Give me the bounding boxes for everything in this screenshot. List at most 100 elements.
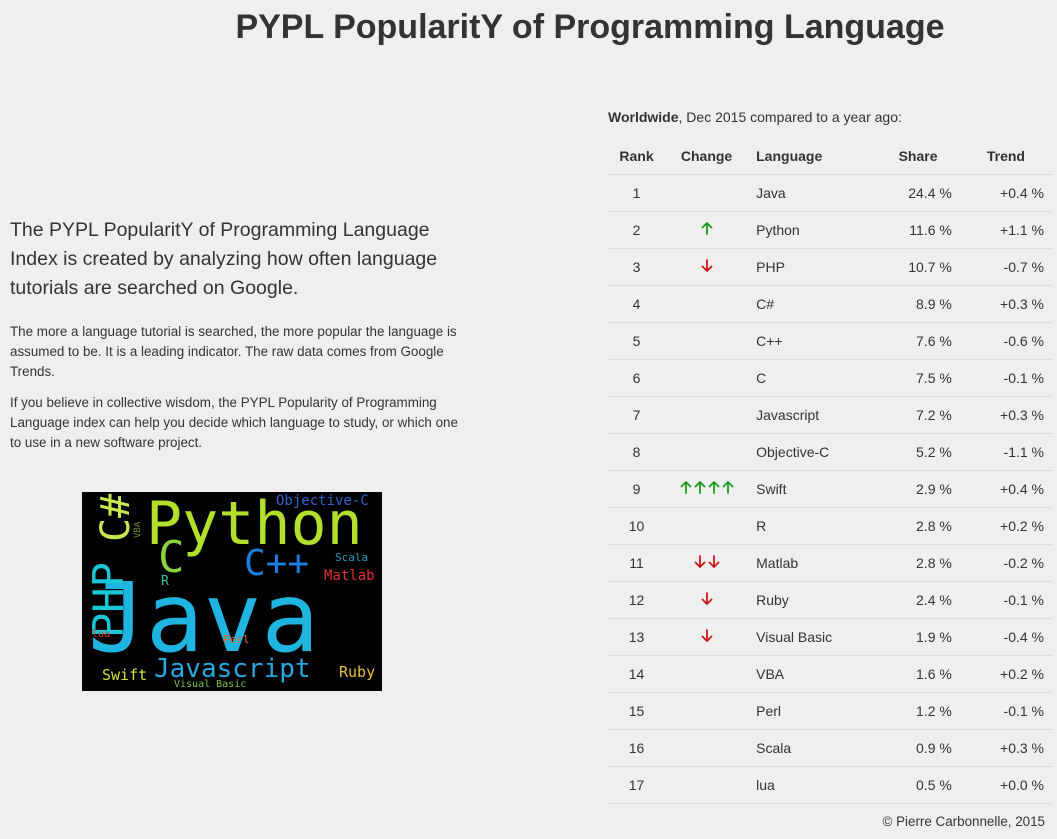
- change-cell: [665, 174, 748, 212]
- word-cloud-word: C#: [93, 493, 139, 542]
- header-change: Change: [665, 138, 748, 175]
- rank-cell: 3: [607, 248, 666, 286]
- word-cloud-word: C: [158, 532, 185, 583]
- change-cell: [665, 285, 748, 323]
- share-cell: 0.9 %: [860, 729, 952, 767]
- language-cell: Javascript: [747, 396, 861, 434]
- share-cell: 2.9 %: [860, 470, 952, 508]
- footer-copyright: © Pierre Carbonnelle, 2015: [882, 814, 1045, 829]
- table-row: 5 C++ 7.6 % -0.6 %: [607, 322, 1053, 360]
- table-row: 17 lua 0.5 % +0.0 %: [607, 766, 1053, 804]
- table-row: 3 PHP 10.7 % -0.7 %: [607, 248, 1053, 286]
- language-cell: Ruby: [747, 581, 861, 619]
- share-cell: 11.6 %: [860, 211, 952, 249]
- arrow-up-icon: [701, 222, 713, 235]
- rank-cell: 6: [607, 359, 666, 397]
- arrow-down-icon: [701, 629, 713, 642]
- language-cell: PHP: [747, 248, 861, 286]
- ranking-table-body: 1 Java 24.4 % +0.4 % 2 Python 11.6 % +1.1 % 3 PHP…: [607, 174, 1053, 804]
- change-cell: [665, 655, 748, 693]
- change-cell: [665, 322, 748, 360]
- language-cell: R: [747, 507, 861, 545]
- change-cell: [665, 359, 748, 397]
- arrow-down-icon: [708, 555, 720, 568]
- change-cell: [665, 396, 748, 434]
- word-cloud-word: Scala: [335, 551, 369, 564]
- table-row: 6 C 7.5 % -0.1 %: [607, 359, 1053, 397]
- share-cell: 5.2 %: [860, 433, 952, 471]
- table-row: 9 Swift 2.9 % +0.4 %: [607, 470, 1053, 508]
- word-cloud-word: C++: [244, 543, 310, 584]
- trend-cell: -0.7 %: [951, 248, 1053, 286]
- change-cell: [665, 766, 748, 804]
- share-cell: 8.9 %: [860, 285, 952, 323]
- trend-cell: -0.1 %: [951, 581, 1053, 619]
- word-cloud-word: Swift: [102, 666, 148, 684]
- share-cell: 24.4 %: [860, 174, 952, 212]
- trend-cell: +1.1 %: [951, 211, 1053, 249]
- intro-lead: The PYPL PopularitY of Programming Langu…: [10, 219, 438, 299]
- word-cloud-word: Visual Basic: [174, 679, 247, 690]
- rank-cell: 7: [607, 396, 666, 434]
- word-cloud-word: Ruby: [339, 663, 376, 681]
- word-cloud-word: Matlab: [324, 568, 375, 584]
- share-cell: 0.5 %: [860, 766, 952, 804]
- language-cell: Python: [747, 211, 861, 249]
- rank-cell: 9: [607, 470, 666, 508]
- rank-cell: 10: [607, 507, 666, 545]
- header-trend: Trend: [951, 138, 1053, 175]
- word-cloud-word: Python: [146, 492, 363, 559]
- change-cell: [665, 470, 748, 508]
- language-cell: C#: [747, 285, 861, 323]
- language-cell: lua: [747, 766, 861, 804]
- word-cloud-word: lua: [92, 629, 111, 640]
- arrow-up-icon: [722, 481, 734, 494]
- rank-cell: 4: [607, 285, 666, 323]
- intro-paragraph-1: The more a language tutorial is searched…: [10, 324, 457, 379]
- intro-paragraph-2: If you believe in collective wisdom, the…: [10, 395, 458, 450]
- trend-cell: -0.2 %: [951, 544, 1053, 582]
- word-cloud-word: PHP: [84, 562, 133, 638]
- arrow-down-icon: [701, 259, 713, 272]
- trend-cell: -0.6 %: [951, 322, 1053, 360]
- language-cell: C++: [747, 322, 861, 360]
- table-row: 2 Python 11.6 % +1.1 %: [607, 211, 1053, 249]
- language-cell: Swift: [747, 470, 861, 508]
- rank-cell: 14: [607, 655, 666, 693]
- change-cell: [665, 581, 748, 619]
- trend-cell: -0.1 %: [951, 359, 1053, 397]
- trend-cell: +0.3 %: [951, 285, 1053, 323]
- trend-cell: +0.2 %: [951, 655, 1053, 693]
- rank-cell: 16: [607, 729, 666, 767]
- table-row: 1 Java 24.4 % +0.4 %: [607, 174, 1053, 212]
- rank-cell: 12: [607, 581, 666, 619]
- trend-cell: +0.4 %: [951, 174, 1053, 212]
- table-row: 16 Scala 0.9 % +0.3 %: [607, 729, 1053, 767]
- share-cell: 10.7 %: [860, 248, 952, 286]
- language-cell: Matlab: [747, 544, 861, 582]
- header-share: Share: [860, 138, 952, 175]
- share-cell: 2.8 %: [860, 507, 952, 545]
- trend-cell: +0.3 %: [951, 396, 1053, 434]
- share-cell: 7.2 %: [860, 396, 952, 434]
- word-cloud-word: Java: [88, 562, 320, 674]
- share-cell: 1.6 %: [860, 655, 952, 693]
- word-cloud-word: Perl: [223, 633, 250, 646]
- share-cell: 2.4 %: [860, 581, 952, 619]
- change-cell: [665, 729, 748, 767]
- rank-cell: 2: [607, 211, 666, 249]
- language-cell: Perl: [747, 692, 861, 730]
- trend-cell: -1.1 %: [951, 433, 1053, 471]
- change-cell: [665, 211, 748, 249]
- table-row: 12 Ruby 2.4 % -0.1 %: [607, 581, 1053, 619]
- share-cell: 2.8 %: [860, 544, 952, 582]
- table-row: 4 C# 8.9 % +0.3 %: [607, 285, 1053, 323]
- table-row: 15 Perl 1.2 % -0.1 %: [607, 692, 1053, 730]
- table-row: 13 Visual Basic 1.9 % -0.4 %: [607, 618, 1053, 656]
- trend-cell: +0.0 %: [951, 766, 1053, 804]
- change-cell: [665, 507, 748, 545]
- change-cell: [665, 544, 748, 582]
- arrow-down-icon: [701, 592, 713, 605]
- word-cloud-word: VBA: [133, 521, 143, 538]
- header-language: Language: [747, 138, 861, 175]
